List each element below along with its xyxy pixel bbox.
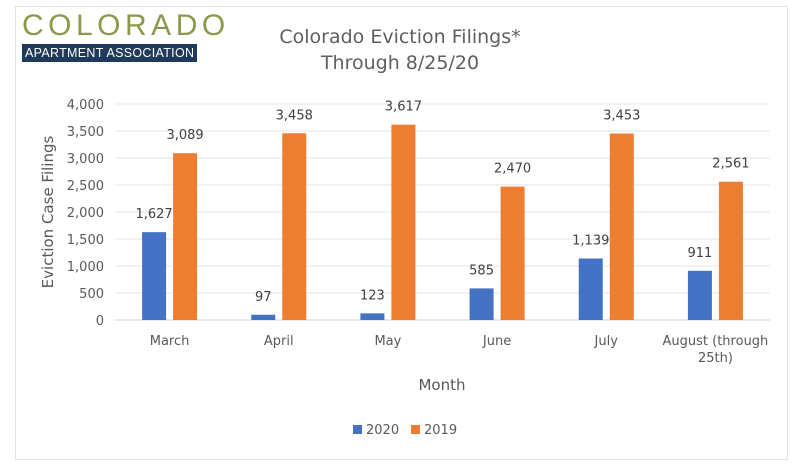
y-tick-label: 0 bbox=[96, 314, 104, 329]
x-axis-ticks: March April May June July August (through 25th… bbox=[150, 334, 769, 366]
bar-2020-1 bbox=[251, 314, 276, 320]
bar-2020-2 bbox=[360, 313, 385, 320]
colorado-apartment-association-logo: COLORADO APARTMENT ASSOCIATION bbox=[22, 9, 230, 62]
y-tick-label: 3,000 bbox=[67, 152, 104, 167]
gridlines bbox=[115, 103, 770, 321]
bar-2019-3 bbox=[500, 186, 525, 320]
x-tick-label: 25th) bbox=[698, 351, 733, 366]
y-tick-label: 500 bbox=[79, 287, 104, 302]
x-tick-label: March bbox=[150, 334, 190, 349]
y-tick-label: 2,000 bbox=[67, 206, 104, 221]
data-label-2019: 3,089 bbox=[166, 128, 203, 143]
data-label-2019: 3,458 bbox=[276, 108, 313, 123]
chart-title-block: Colorado Eviction Filings* Through 8/25/… bbox=[200, 24, 600, 76]
bar-2019-0 bbox=[173, 153, 198, 320]
data-label-2020: 585 bbox=[469, 263, 494, 278]
y-tick-label: 2,500 bbox=[67, 179, 104, 194]
bar-2019-2 bbox=[391, 124, 416, 320]
bar-2020-5 bbox=[687, 270, 712, 320]
legend-swatch-2019 bbox=[411, 425, 420, 434]
data-label-2020: 1,139 bbox=[572, 233, 609, 248]
y-tick-label: 1,000 bbox=[67, 260, 104, 275]
x-axis-title: Month bbox=[418, 376, 465, 394]
legend: 2020 2019 bbox=[353, 423, 457, 438]
x-tick-label: August (through bbox=[663, 334, 769, 349]
chart-title: Colorado Eviction Filings* bbox=[279, 26, 521, 48]
legend-swatch-2020 bbox=[353, 425, 362, 434]
logo-sub-text: APARTMENT ASSOCIATION bbox=[22, 44, 198, 62]
data-label-2020: 97 bbox=[255, 290, 272, 305]
data-label-2019: 3,453 bbox=[603, 109, 640, 124]
data-label-2019: 3,617 bbox=[385, 100, 422, 115]
data-label-2020: 1,627 bbox=[135, 207, 172, 222]
x-tick-label: June bbox=[482, 334, 511, 349]
logo-main-text: COLORADO bbox=[22, 9, 230, 42]
x-tick-label: April bbox=[264, 334, 294, 349]
y-axis-ticks: 0 500 1,000 1,500 2,000 2,500 3,000 3,500 4,000 bbox=[67, 98, 104, 329]
bar-2019-5 bbox=[718, 181, 743, 320]
chart-subtitle: Through 8/25/20 bbox=[320, 52, 480, 74]
x-tick-label: July bbox=[594, 334, 619, 349]
legend-label-2020: 2020 bbox=[366, 423, 399, 438]
bar-2019-1 bbox=[282, 133, 307, 320]
bar-2020-0 bbox=[142, 232, 167, 320]
data-label-2019: 2,561 bbox=[712, 157, 749, 172]
y-tick-label: 4,000 bbox=[67, 98, 104, 113]
x-tick-label: May bbox=[374, 334, 401, 349]
data-label-2020: 123 bbox=[360, 288, 385, 303]
data-label-2020: 911 bbox=[688, 246, 713, 261]
y-tick-label: 3,500 bbox=[67, 125, 104, 140]
bar-2020-4 bbox=[578, 258, 603, 320]
y-tick-label: 1,500 bbox=[67, 233, 104, 248]
data-label-2019: 2,470 bbox=[494, 162, 531, 177]
y-axis-title: Eviction Case Filings bbox=[39, 136, 57, 289]
bar-2020-3 bbox=[469, 288, 494, 320]
data-labels: 1,627 3,089 97 3,458 123 3,617 585 2,470 1,139 3,… bbox=[135, 100, 749, 305]
bar-2019-4 bbox=[609, 133, 634, 320]
legend-label-2019: 2019 bbox=[424, 423, 457, 438]
bars bbox=[142, 124, 743, 320]
